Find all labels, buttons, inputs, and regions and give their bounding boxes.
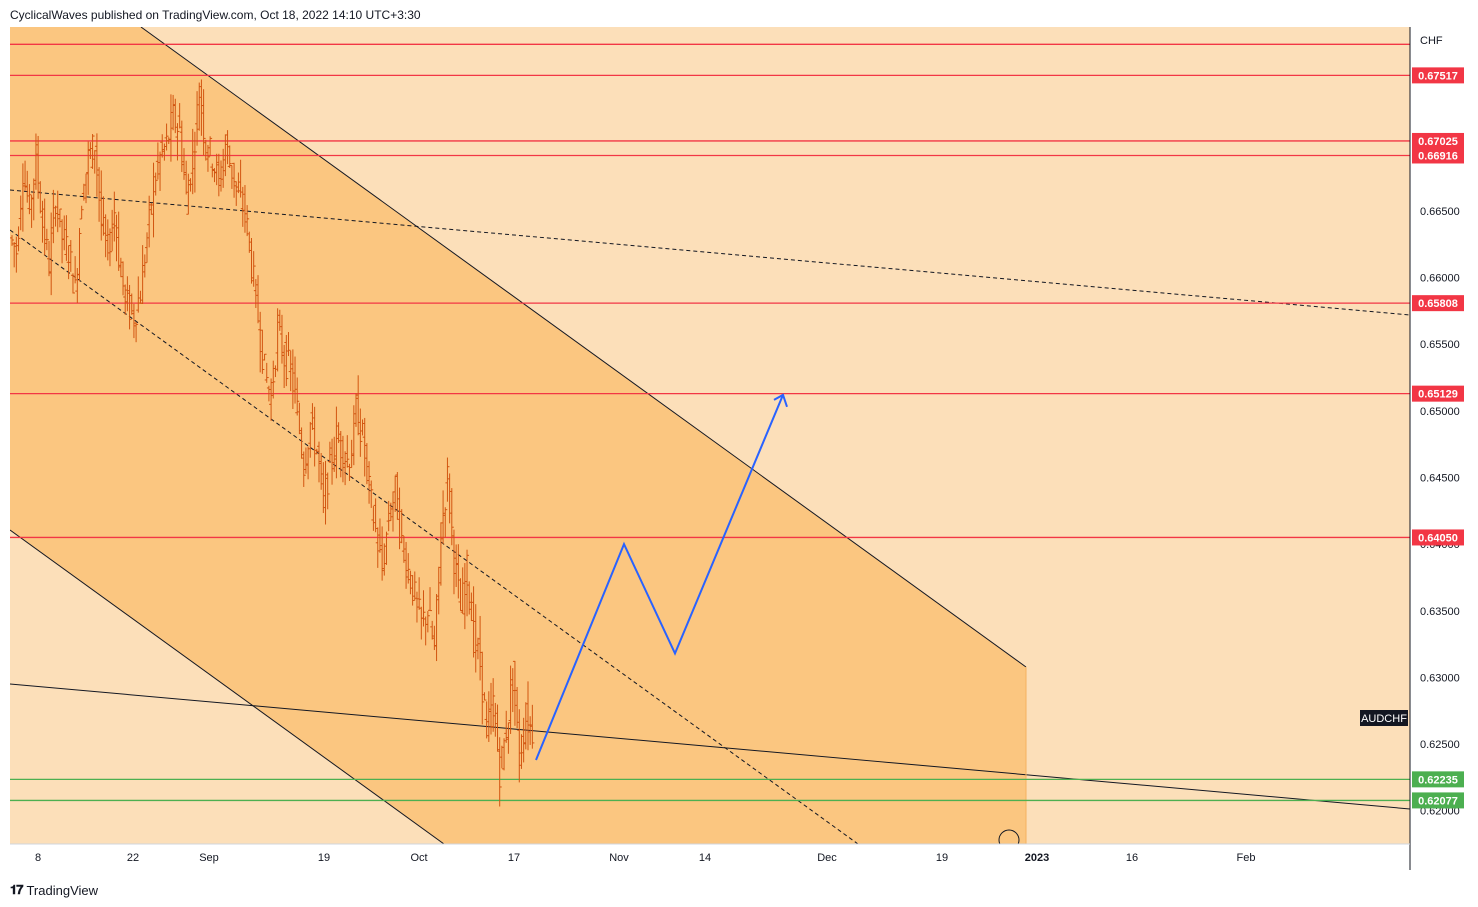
price-tick-label: 0.62000 bbox=[1420, 806, 1460, 818]
time-tick-label: 14 bbox=[699, 852, 711, 864]
price-label-box bbox=[1412, 295, 1464, 312]
price-label-text: 0.65129 bbox=[1418, 389, 1458, 401]
price-label-box bbox=[1412, 147, 1464, 164]
tradingview-logo-text: TradingView bbox=[26, 882, 99, 898]
trendline-dashed bbox=[10, 189, 1410, 316]
price-label-box bbox=[1412, 771, 1464, 788]
tradingview-logo-icon: 𝟏𝟕 bbox=[10, 882, 24, 897]
price-label-box bbox=[1412, 792, 1464, 809]
trendline-solid bbox=[10, 683, 1410, 810]
time-tick-label: 17 bbox=[508, 852, 520, 864]
price-label-text: 0.66916 bbox=[1418, 150, 1458, 162]
event-marker-icon bbox=[998, 829, 1020, 844]
time-tick-label: 8 bbox=[35, 852, 41, 864]
price-label-resistance: 0.65129 bbox=[1412, 385, 1464, 402]
time-tick-label: 19 bbox=[318, 852, 330, 864]
price-label-resistance: 0.65808 bbox=[1412, 295, 1464, 312]
price-label-support: 0.62077 bbox=[1412, 792, 1464, 809]
time-tick-label: Nov bbox=[609, 852, 629, 864]
time-tick-label: Oct bbox=[410, 852, 427, 864]
symbol-label-text: AUDCHF bbox=[1361, 713, 1407, 725]
forecast-arrowhead bbox=[773, 393, 788, 408]
channel-fill bbox=[10, 27, 1026, 844]
price-label-resistance: 0.67025 bbox=[1412, 132, 1464, 149]
price-tick-label: 0.65500 bbox=[1420, 339, 1460, 351]
price-tick-label: 0.66500 bbox=[1420, 206, 1460, 218]
tradingview-logo[interactable]: 𝟏𝟕 TradingView bbox=[10, 882, 98, 898]
time-tick-label: 22 bbox=[127, 852, 139, 864]
channel-lower-line bbox=[10, 529, 445, 844]
time-tick-label: Sep bbox=[199, 852, 219, 864]
time-tick-label: Feb bbox=[1237, 852, 1256, 864]
price-tick-label: 0.65000 bbox=[1420, 406, 1460, 418]
price-label-box bbox=[1412, 132, 1464, 149]
forecast-path bbox=[535, 394, 784, 761]
price-tick-label: 0.64500 bbox=[1420, 472, 1460, 484]
price-label-text: 0.64050 bbox=[1418, 532, 1458, 544]
price-label-text: 0.65808 bbox=[1418, 298, 1458, 310]
price-tick-label: 0.63500 bbox=[1420, 606, 1460, 618]
price-label-box bbox=[1412, 529, 1464, 546]
price-label-text: 0.62077 bbox=[1418, 795, 1458, 807]
price-label-text: 0.62235 bbox=[1418, 774, 1458, 786]
time-tick-label: 2023 bbox=[1025, 852, 1049, 864]
time-tick-label: Dec bbox=[817, 852, 837, 864]
price-label-box bbox=[1412, 67, 1464, 84]
time-tick-label: 16 bbox=[1126, 852, 1138, 864]
price-label-resistance: 0.66916 bbox=[1412, 147, 1464, 164]
publisher-header: CyclicalWaves published on TradingView.c… bbox=[10, 8, 421, 22]
time-tick-label: 19 bbox=[936, 852, 948, 864]
price-tick-label: 0.66000 bbox=[1420, 273, 1460, 285]
channel-upper-line bbox=[140, 27, 1027, 668]
price-chart[interactable]: CHF 0.620000.625000.630000.635000.640000… bbox=[0, 0, 1478, 880]
price-label-text: 0.67517 bbox=[1418, 70, 1458, 82]
price-label-resistance: 0.64050 bbox=[1412, 529, 1464, 546]
price-label-resistance: 0.67517 bbox=[1412, 67, 1464, 84]
price-label-text: 0.67025 bbox=[1418, 136, 1458, 148]
price-tick-label: 0.62500 bbox=[1420, 739, 1460, 751]
price-tick-label: 0.63000 bbox=[1420, 672, 1460, 684]
symbol-label: AUDCHF bbox=[1360, 710, 1408, 726]
price-label-box bbox=[1412, 385, 1464, 402]
currency-label: CHF bbox=[1420, 35, 1443, 47]
price-label-support: 0.62235 bbox=[1412, 771, 1464, 788]
